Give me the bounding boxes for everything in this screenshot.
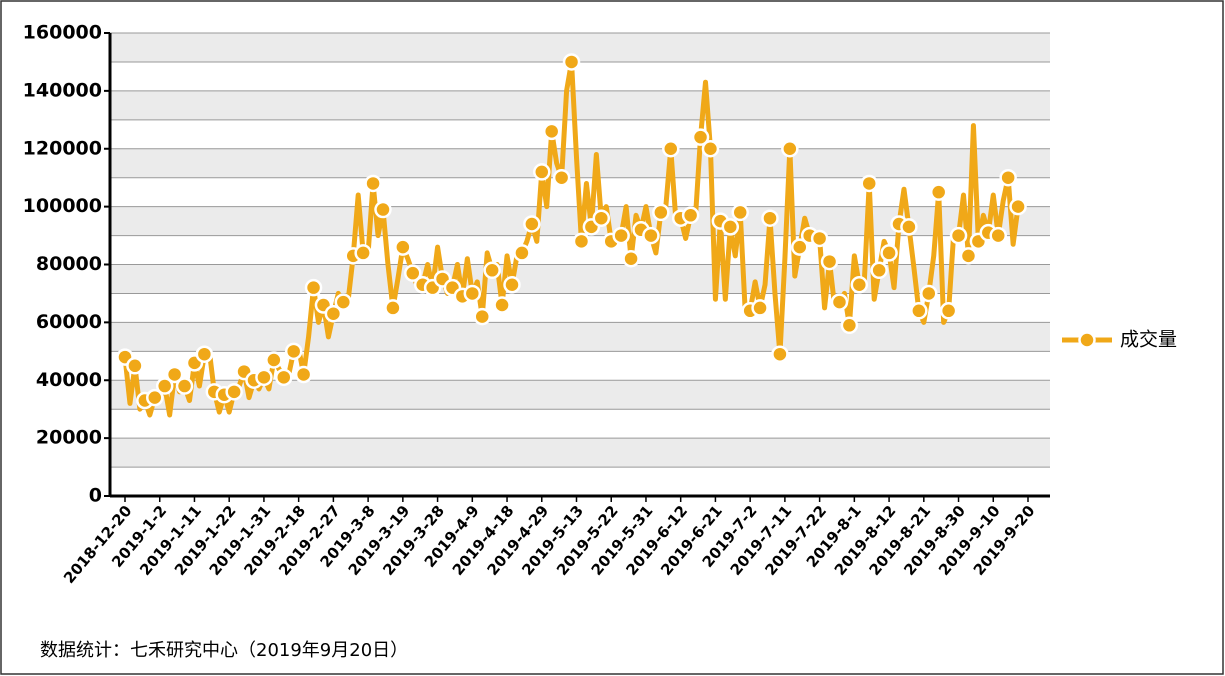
point: [146, 388, 164, 407]
point: [612, 226, 630, 245]
point: [691, 128, 710, 146]
point: [195, 345, 214, 363]
y-tick-label: 60000: [36, 311, 102, 333]
y-tick-label: 20000: [36, 427, 102, 449]
point: [999, 168, 1017, 187]
grid-band: [110, 33, 1050, 62]
point: [572, 232, 591, 251]
point: [334, 293, 353, 311]
y-tick-label: 120000: [23, 137, 102, 159]
point: [175, 377, 194, 395]
point: [900, 218, 918, 236]
point: [622, 249, 640, 268]
point: [275, 368, 293, 387]
point: [364, 174, 382, 193]
point: [920, 284, 938, 303]
y-tick-label: 80000: [36, 253, 102, 275]
grid-band: [110, 438, 1050, 468]
point: [701, 140, 720, 158]
point: [404, 264, 422, 282]
y-tick-label: 0: [89, 485, 102, 507]
point: [731, 203, 749, 222]
point: [294, 365, 313, 384]
point: [592, 209, 611, 227]
point: [374, 200, 392, 219]
point: [255, 368, 273, 387]
point: [761, 209, 779, 227]
y-tick-label: 140000: [23, 79, 102, 101]
point: [820, 252, 839, 271]
point: [810, 229, 829, 248]
point: [165, 365, 184, 384]
point: [483, 261, 501, 280]
point: [959, 247, 978, 265]
point: [324, 304, 343, 323]
y-tick-label: 40000: [36, 369, 102, 391]
point: [791, 238, 809, 256]
point: [781, 140, 799, 158]
legend-label: 成交量: [1120, 329, 1177, 351]
point: [394, 238, 412, 256]
grid-band: [110, 264, 1050, 294]
point: [384, 299, 402, 317]
point: [523, 215, 541, 233]
point: [840, 316, 859, 335]
point: [126, 357, 144, 375]
point: [830, 293, 849, 311]
point: [929, 183, 948, 201]
point: [910, 302, 928, 320]
point: [552, 168, 571, 187]
point: [533, 163, 551, 181]
point: [155, 377, 174, 395]
grid-band: [110, 90, 1050, 120]
point: [989, 226, 1007, 245]
point: [354, 244, 372, 262]
point: [721, 218, 740, 236]
point: [463, 284, 482, 303]
legend-marker: [1078, 331, 1096, 349]
point: [681, 206, 700, 225]
point: [751, 299, 769, 317]
grid-band: [110, 148, 1050, 178]
point: [771, 345, 789, 363]
point: [473, 307, 491, 326]
y-tick-label: 100000: [23, 195, 102, 217]
point: [652, 203, 670, 222]
grid-band: [110, 322, 1050, 352]
y-tick-label: 160000: [23, 22, 102, 44]
point: [562, 53, 581, 71]
point: [542, 122, 561, 141]
point: [850, 276, 869, 294]
point: [870, 261, 888, 280]
point: [662, 140, 680, 158]
point: [284, 342, 303, 361]
point: [642, 226, 660, 245]
point: [513, 244, 531, 262]
point: [860, 174, 878, 193]
point: [493, 296, 511, 314]
point: [265, 351, 283, 369]
point: [1009, 197, 1027, 216]
point: [880, 244, 898, 262]
point: [939, 302, 958, 320]
point: [949, 226, 968, 245]
source-note: 数据统计：七禾研究中心（2019年9月20日）: [40, 640, 408, 661]
point: [503, 276, 521, 294]
point: [304, 278, 323, 297]
point: [225, 383, 243, 401]
